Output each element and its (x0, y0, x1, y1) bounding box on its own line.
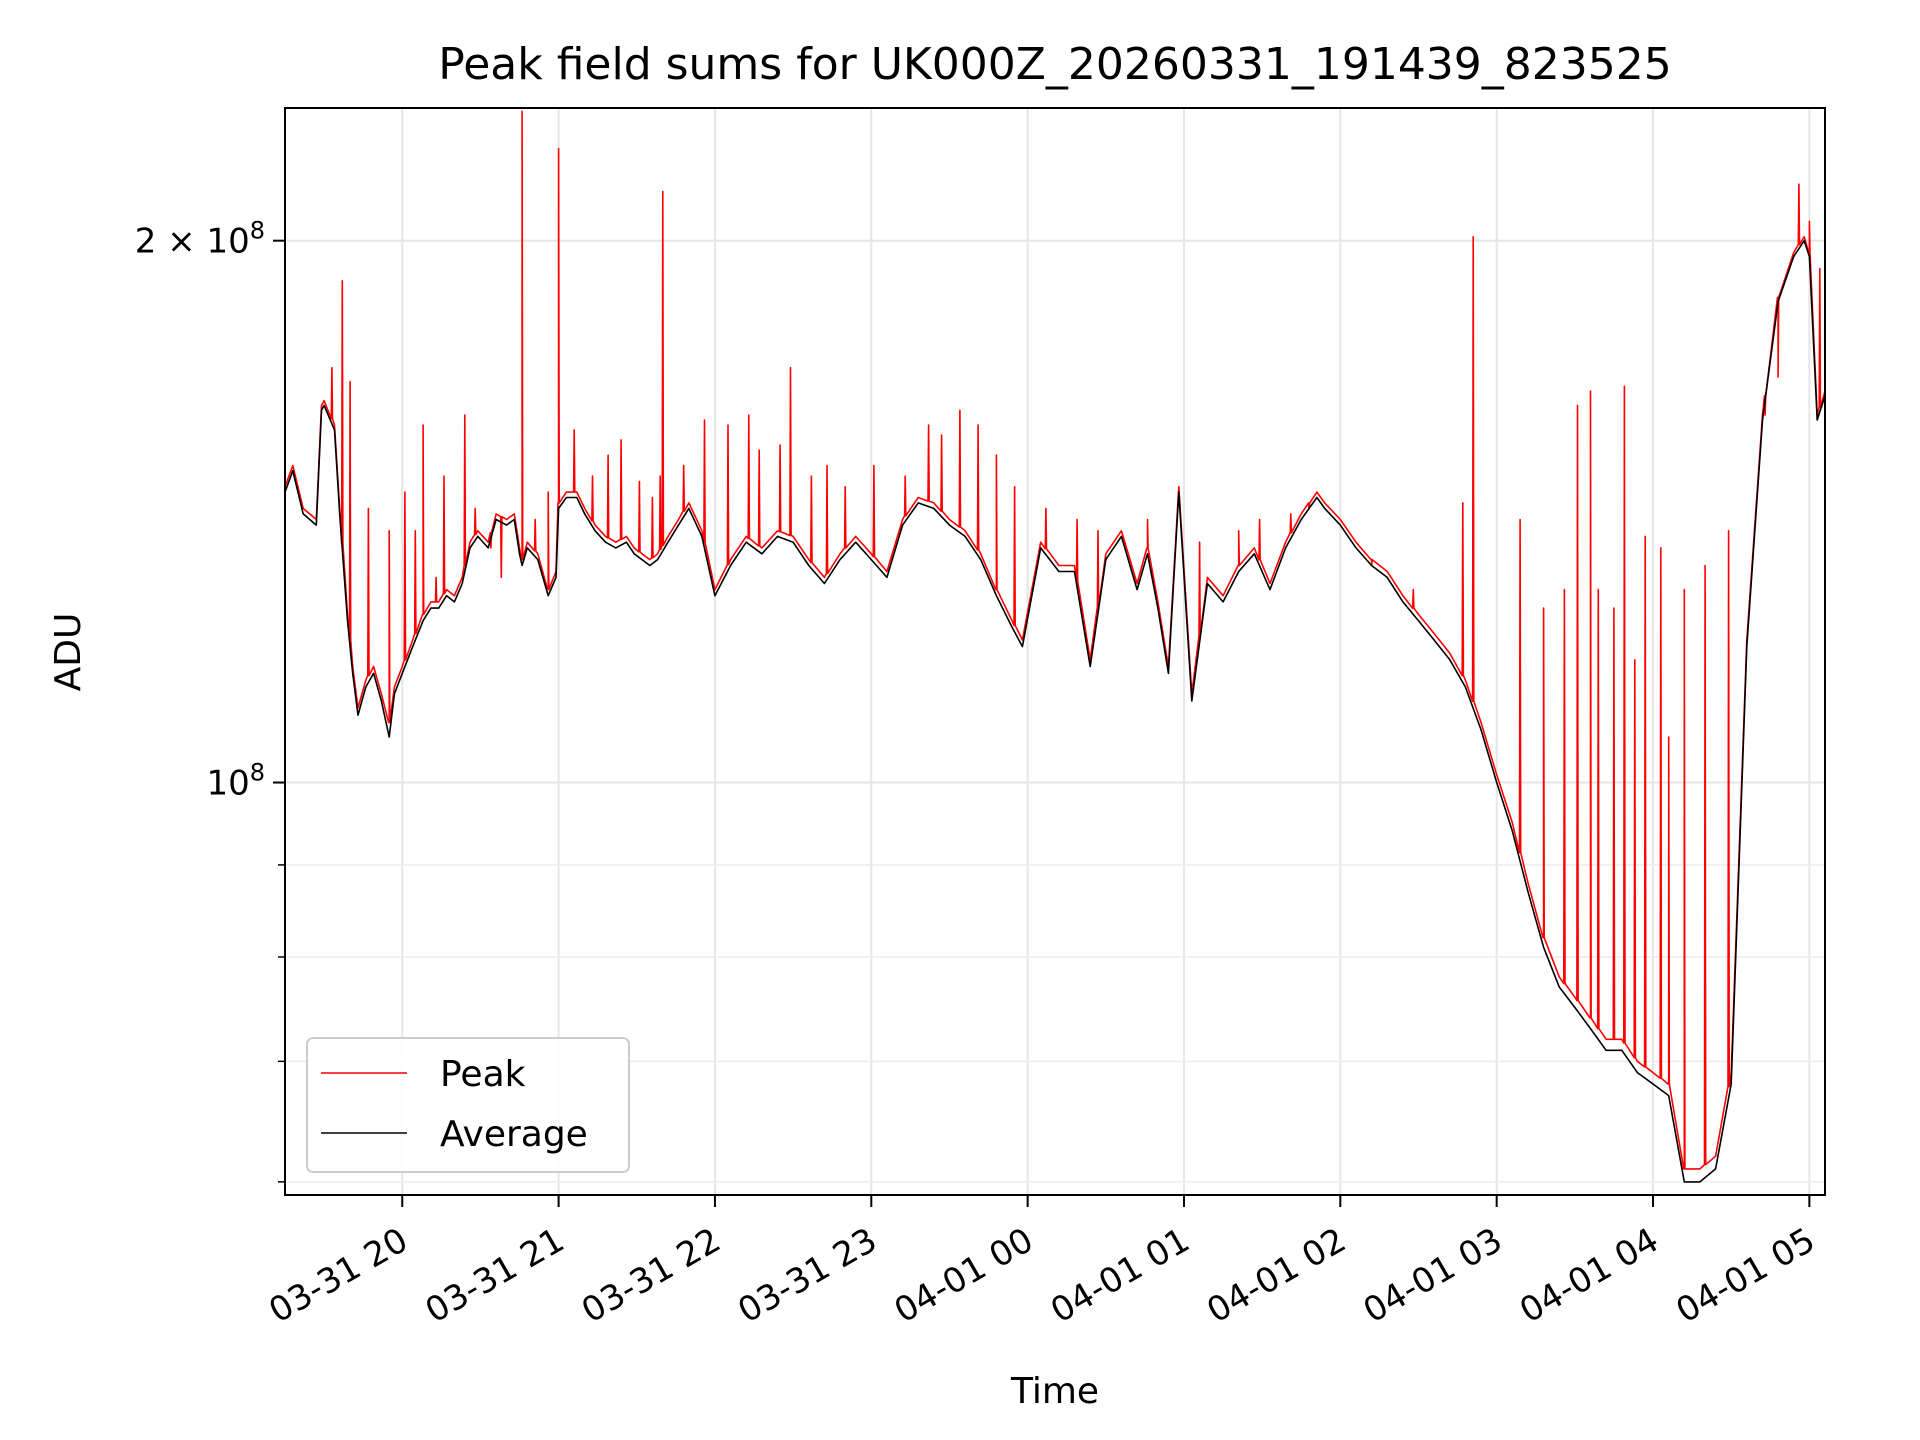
legend-box (306, 1037, 630, 1173)
series-line-average (285, 239, 1825, 1183)
x-axis-label: Time (1010, 1371, 1099, 1412)
chart-title: Peak field sums for UK000Z_20260331_1914… (438, 39, 1672, 90)
legend-label-average: Average (440, 1114, 588, 1155)
legend: Peak Average (306, 1037, 630, 1173)
series-line-peak (285, 110, 1825, 1170)
series-group (285, 110, 1825, 1183)
y-tick-label: 108 (206, 759, 265, 804)
y-axis-label: ADU (48, 613, 89, 692)
y-tick-label: 2 × 108 (135, 217, 265, 262)
series-layer (285, 110, 1825, 1183)
grid-lines (285, 108, 1825, 1195)
legend-label-peak: Peak (440, 1054, 526, 1095)
plot-frame (284, 107, 1826, 1196)
